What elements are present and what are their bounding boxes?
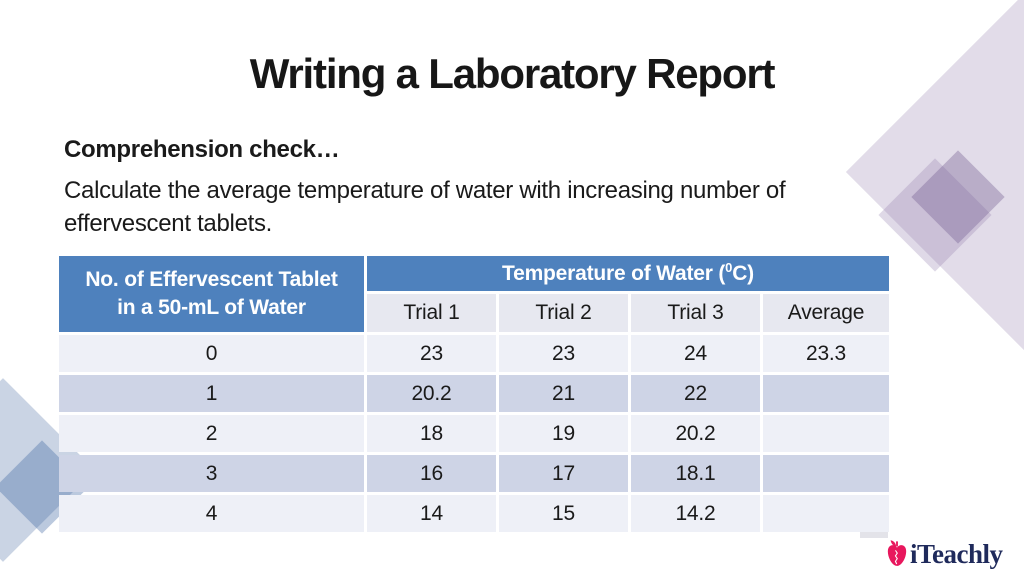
cell-trial2: 23 [499,335,628,372]
comprehension-check-heading: Comprehension check… [64,136,340,163]
cell-trial1: 23 [367,335,496,372]
cell-average [763,375,890,412]
cell-trial3: 18.1 [631,455,760,492]
logo-text: iTeachly [910,539,1003,569]
cell-trial1: 16 [367,455,496,492]
instruction-text: Calculate the average temperature of wat… [64,177,786,237]
cell-tablets: 2 [59,415,364,452]
cell-trial2: 21 [499,375,628,412]
cell-trial1: 20.2 [367,375,496,412]
table-header-row: No. of Effervescent Tablet in a 50-mL of… [59,256,890,332]
cell-trial2: 19 [499,415,628,452]
iteachly-logo: iTeachly [886,538,1003,570]
cell-tablets: 4 [59,495,364,532]
column-header-temperature: Temperature of Water (0C) [367,256,890,292]
cell-trial2: 15 [499,495,628,532]
table-subheader-row: Trial 1 Trial 2 Trial 3 Average [59,294,890,332]
subheader-trial-2: Trial 2 [499,294,628,332]
cell-tablets: 1 [59,375,364,412]
column-header-tablets: No. of Effervescent Tablet in a 50-mL of… [59,256,364,332]
cell-tablets: 0 [59,335,364,372]
cell-average [763,455,890,492]
temperature-header-text: Temperature of Water ( [502,261,726,285]
table-row: 3 16 17 18.1 [59,455,890,492]
table-row: 1 20.2 21 22 [59,375,890,412]
temperature-data-table: No. of Effervescent Tablet in a 50-mL of… [56,253,892,535]
cell-trial2: 17 [499,455,628,492]
cell-tablets: 3 [59,455,364,492]
cell-trial3: 14.2 [631,495,760,532]
cell-trial1: 14 [367,495,496,532]
table-row: 2 18 19 20.2 [59,415,890,452]
cell-average [763,495,890,532]
subheader-trial-1: Trial 1 [367,294,496,332]
subheader-average: Average [763,294,890,332]
cell-average: 23.3 [763,335,890,372]
tablets-header-line2: in a 50-mL of Water [117,296,306,319]
cell-trial3: 20.2 [631,415,760,452]
table-row: 4 14 15 14.2 [59,495,890,532]
body-text-block: Comprehension check… Calculate the avera… [64,133,916,240]
temperature-header-unit: C) [732,261,754,285]
cell-trial1: 18 [367,415,496,452]
cell-average [763,415,890,452]
apple-icon [887,540,907,566]
cell-trial3: 22 [631,375,760,412]
slide-title: Writing a Laboratory Report [249,50,776,97]
subheader-trial-3: Trial 3 [631,294,760,332]
table-row: 0 23 23 24 23.3 [59,335,890,372]
degree-superscript: 0 [725,259,733,275]
tablets-header-line1: No. of Effervescent Tablet [85,267,338,291]
cell-trial3: 24 [631,335,760,372]
